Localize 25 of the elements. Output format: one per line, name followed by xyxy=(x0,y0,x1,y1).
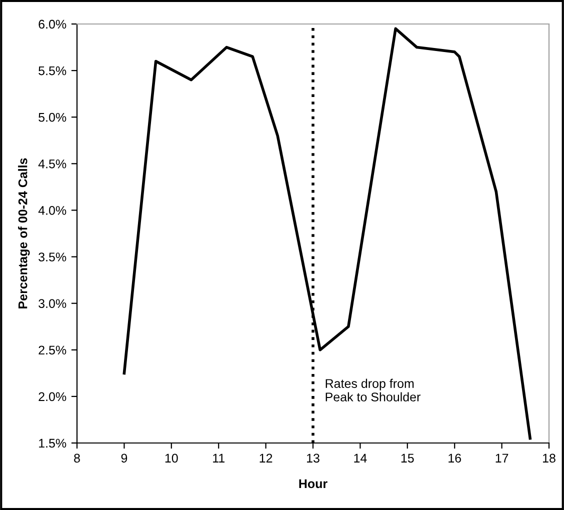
y-tick-label: 5.5% xyxy=(38,66,66,76)
x-tick-label: 15 xyxy=(401,454,414,463)
y-tick-label: 2.5% xyxy=(38,346,66,355)
x-tick-label: 18 xyxy=(543,454,556,463)
x-tick-label: 11 xyxy=(213,454,224,462)
x-tick-label: 9 xyxy=(121,454,128,463)
y-axis-title: Percentage of 00-24 Calls xyxy=(18,158,30,308)
y-tick-label: 3.5% xyxy=(38,252,66,262)
x-axis-title: Hour xyxy=(299,479,328,488)
y-tick-label: 2.0% xyxy=(38,392,66,402)
ref-line-label: Rates drop from Peak to Shoulder xyxy=(326,378,420,402)
x-tick-label: 12 xyxy=(260,454,272,462)
x-tick-label: 8 xyxy=(74,454,80,463)
x-tick-label: 13 xyxy=(307,454,320,463)
x-tick-label: 16 xyxy=(448,454,462,463)
x-tick-label: 14 xyxy=(354,454,367,462)
y-tick-label: 6.0% xyxy=(38,20,66,29)
y-tick-label: 4.5% xyxy=(38,160,66,168)
y-tick-label: 1.5% xyxy=(39,438,66,448)
y-tick-label: 4.0% xyxy=(38,206,66,215)
x-tick-label: 10 xyxy=(165,454,178,463)
y-tick-label: 3.0% xyxy=(38,299,66,308)
y-tick-label: 5.0% xyxy=(38,112,66,122)
x-tick-label: 17 xyxy=(496,454,508,462)
line-series xyxy=(122,27,532,440)
